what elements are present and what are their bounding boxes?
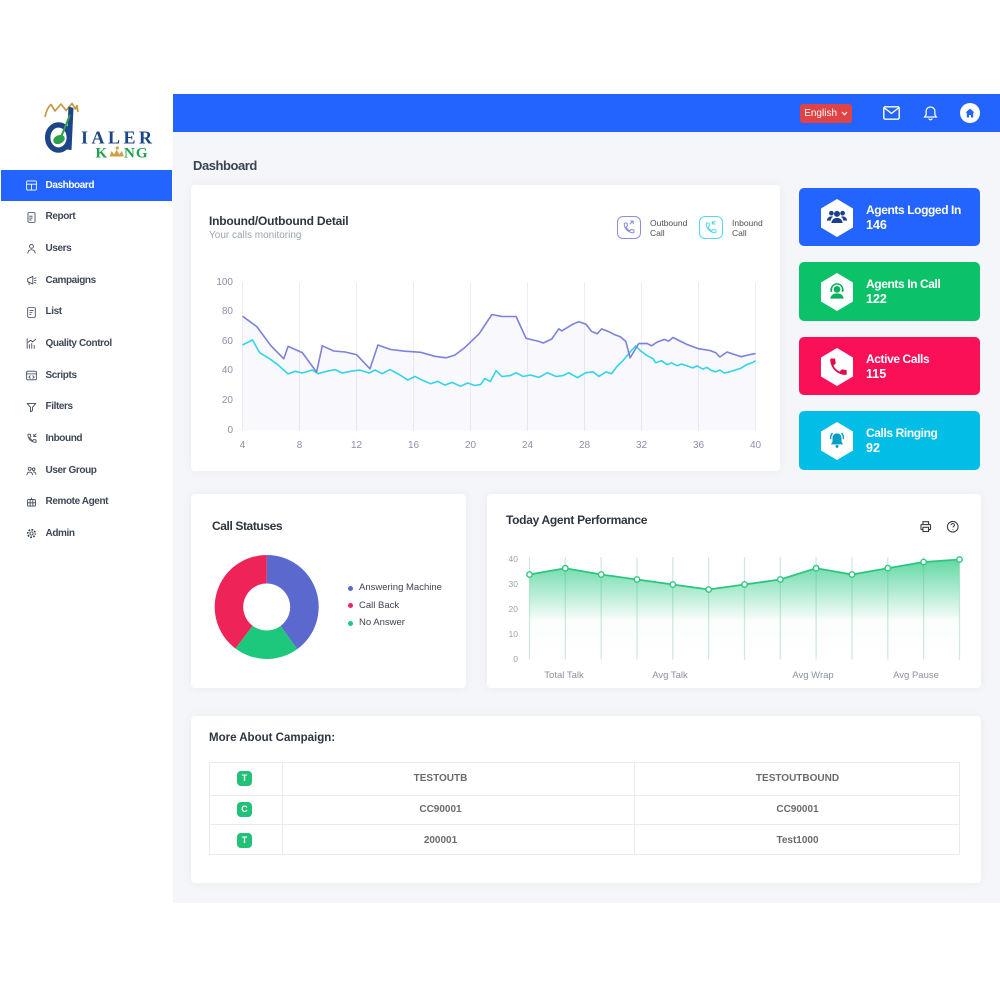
svg-text:IALER: IALER: [81, 128, 156, 148]
svg-text:K: K: [96, 146, 109, 162]
svg-text:NG: NG: [124, 146, 149, 162]
